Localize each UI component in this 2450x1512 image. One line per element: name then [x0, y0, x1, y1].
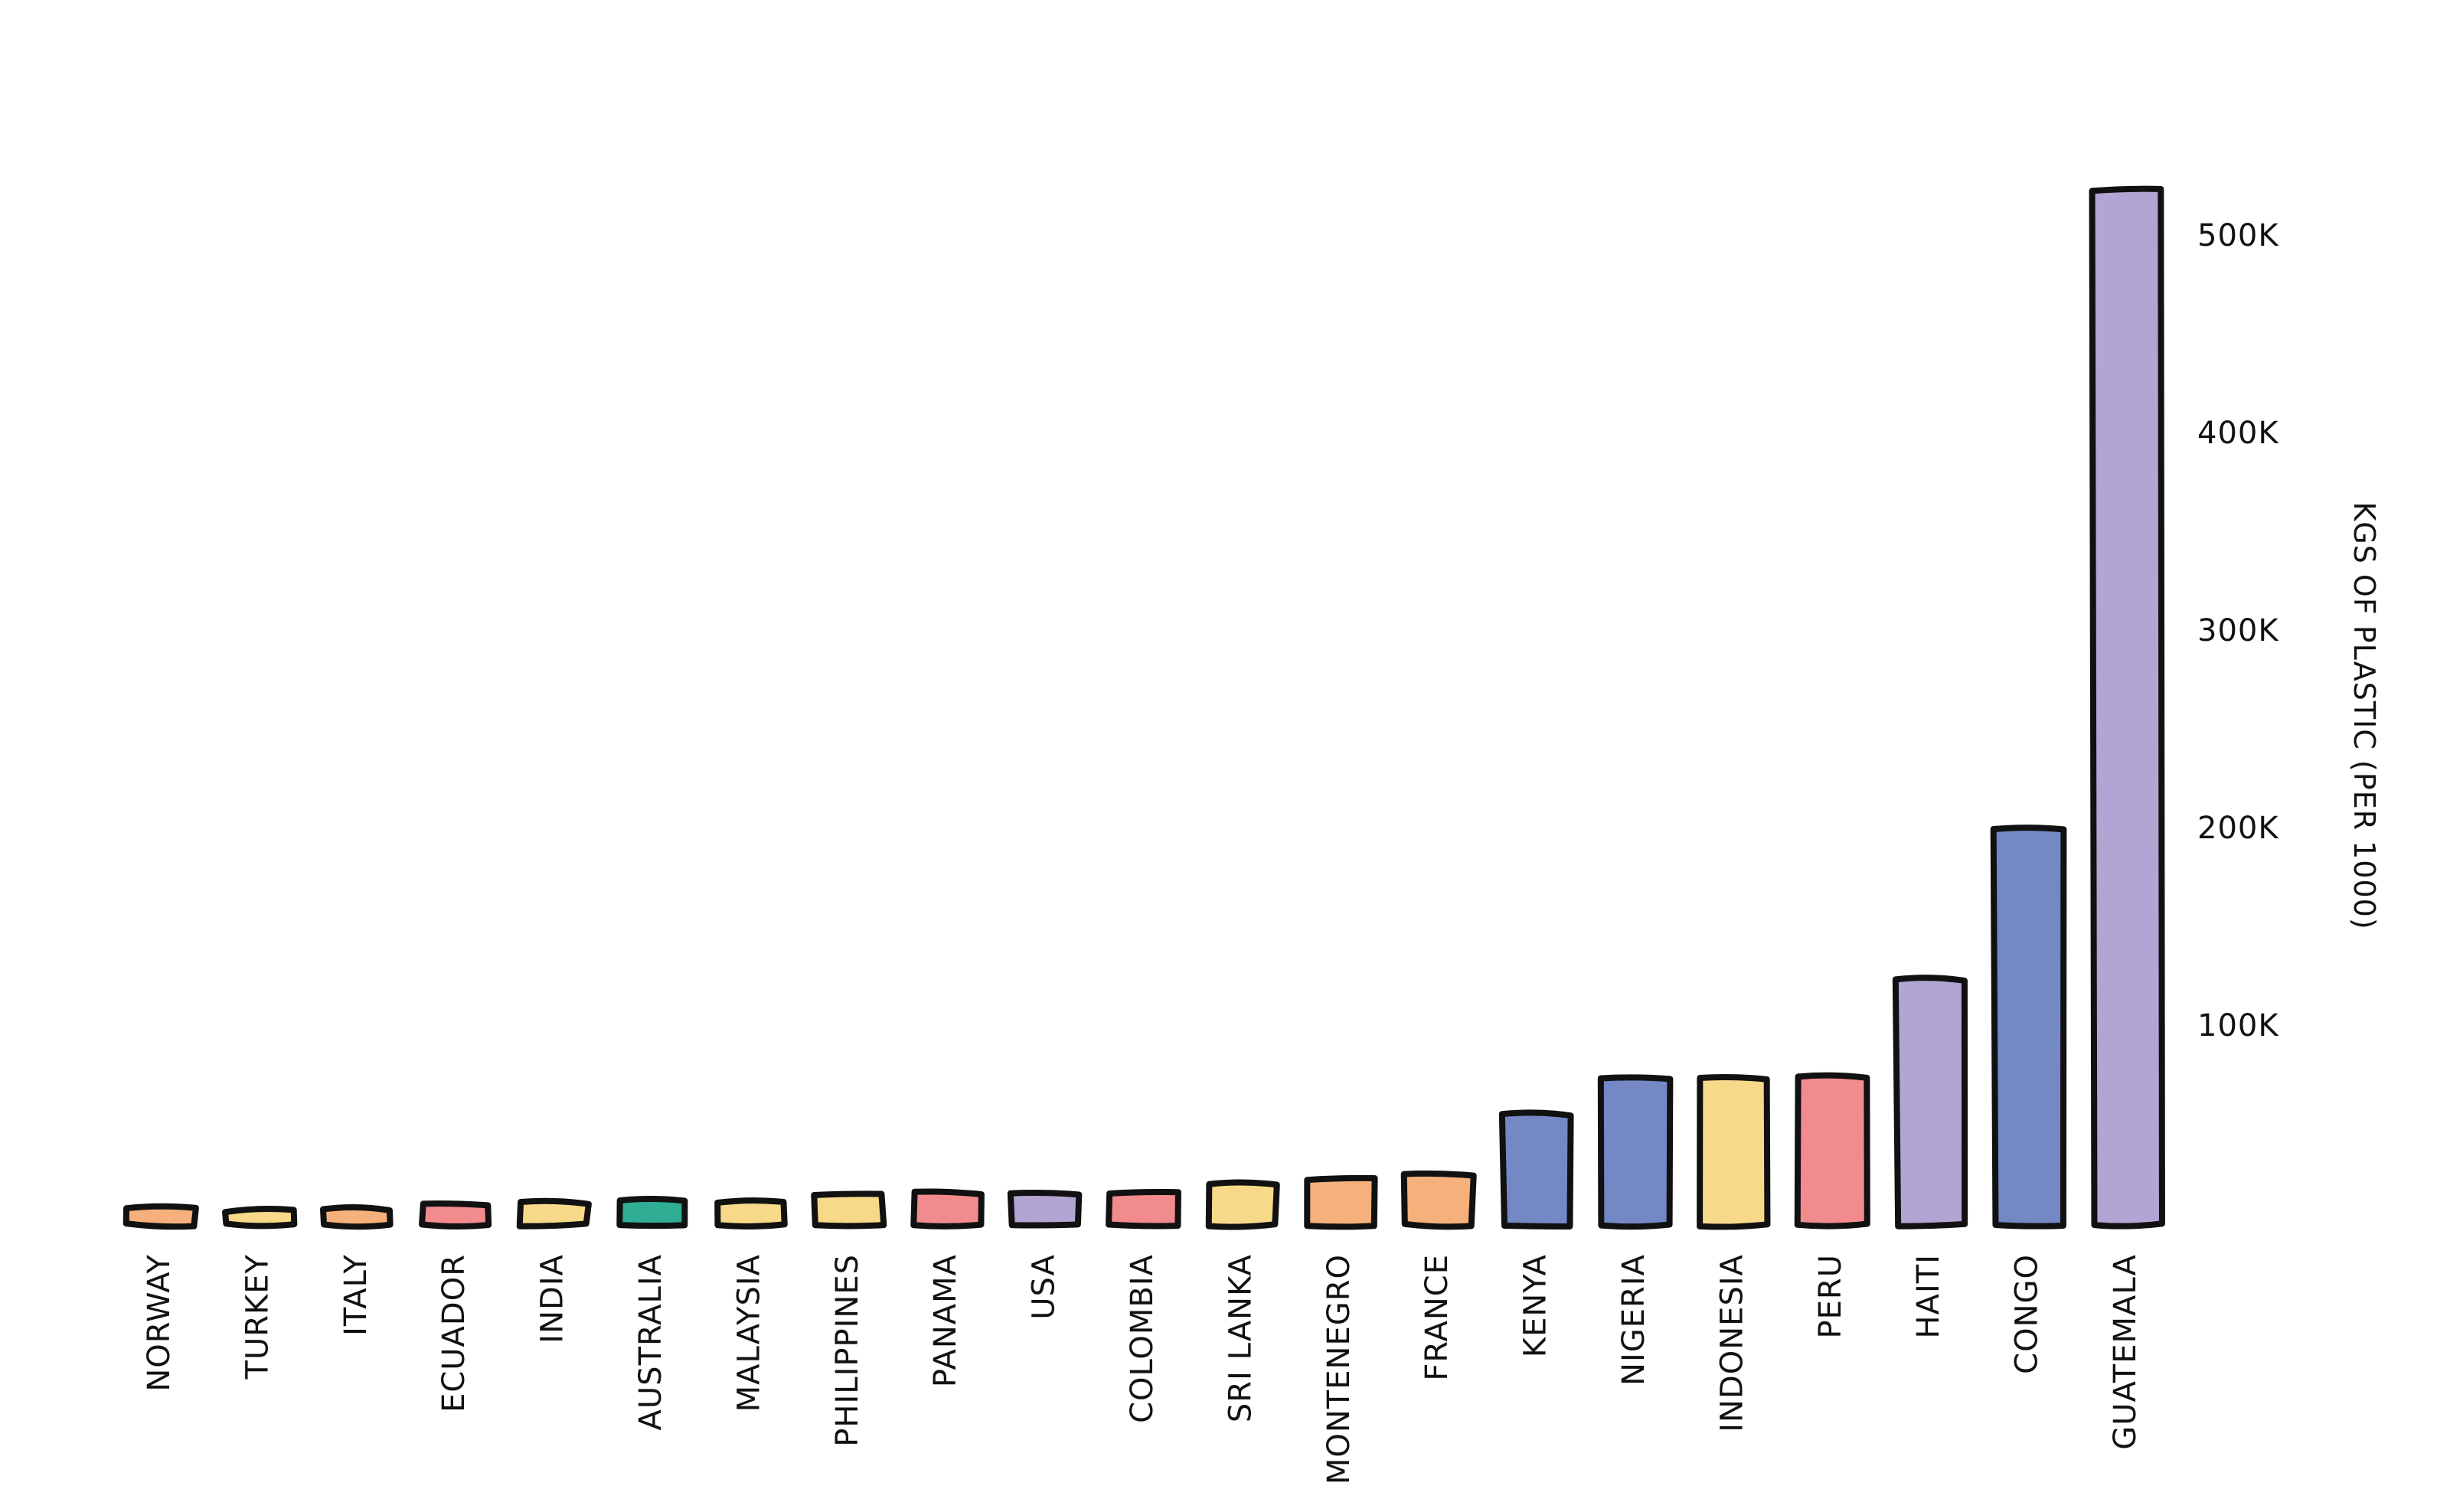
- bar-france: [1400, 1170, 1477, 1230]
- y-tick-label-200k: 200K: [2197, 811, 2279, 846]
- x-tick-label-philippines: PHILIPPINES: [830, 1254, 865, 1447]
- bar-philippines: [811, 1190, 887, 1230]
- bars-layer: [122, 185, 2165, 1230]
- x-tick-label-congo: CONGO: [2010, 1254, 2045, 1374]
- x-tick-label-montenegro: MONTENEGRO: [1321, 1254, 1357, 1484]
- bar-malaysia: [714, 1197, 788, 1230]
- x-tick-label-italy: ITALY: [338, 1254, 374, 1336]
- bar-panama: [910, 1188, 985, 1230]
- bar-italy: [319, 1204, 394, 1230]
- x-tick-label-kenya: KENYA: [1518, 1254, 1553, 1357]
- bar-india: [516, 1197, 592, 1230]
- bar-peru: [1794, 1072, 1870, 1230]
- x-tick-label-sri-lanka: SRI LANKA: [1223, 1254, 1258, 1422]
- x-tick-label-indonesia: INDONESIA: [1714, 1254, 1749, 1432]
- bar-usa: [1007, 1189, 1083, 1229]
- y-tick-label-300k: 300K: [2197, 613, 2279, 648]
- bar-guatemala: [2089, 185, 2165, 1230]
- y-tick-label-400k: 400K: [2197, 416, 2279, 451]
- x-tick-label-colombia: COLOMBIA: [1125, 1254, 1160, 1423]
- x-tick-label-turkey: TURKEY: [240, 1254, 275, 1380]
- y-axis-ticks: 100K 200K 300K 400K 500K: [2197, 218, 2279, 1043]
- bar-norway: [122, 1203, 199, 1230]
- x-axis-labels: NORWAY TURKEY ITALY ECUADOR INDIA AUSTRALIA MA…: [142, 1254, 2143, 1484]
- y-tick-label-500k: 500K: [2197, 218, 2279, 253]
- y-tick-label-100k: 100K: [2197, 1008, 2279, 1043]
- bar-nigeria: [1597, 1074, 1674, 1230]
- bar-turkey: [222, 1206, 298, 1230]
- bar-montenegro: [1304, 1174, 1378, 1230]
- x-tick-label-peru: PERU: [1813, 1254, 1848, 1338]
- x-tick-label-panama: PANAMA: [928, 1254, 963, 1387]
- bar-ecuador: [419, 1200, 492, 1230]
- x-tick-label-haiti: HAITI: [1911, 1254, 1946, 1338]
- bar-kenya: [1498, 1109, 1574, 1230]
- x-tick-label-guatemala: GUATEMALA: [2108, 1254, 2143, 1450]
- x-tick-label-usa: USA: [1027, 1254, 1062, 1320]
- x-tick-label-nigeria: NIGERIA: [1616, 1254, 1651, 1386]
- bar-congo: [1990, 825, 2067, 1230]
- bar-sri-lanka: [1205, 1179, 1280, 1230]
- bar-colombia: [1106, 1189, 1181, 1230]
- x-tick-label-ecuador: ECUADOR: [436, 1254, 472, 1412]
- bar-haiti: [1892, 975, 1968, 1230]
- x-tick-label-india: INDIA: [535, 1254, 570, 1344]
- y-axis-title: KGS OF PLASTIC (PER 1000): [2347, 501, 2381, 929]
- x-tick-label-australia: AUSTRALIA: [633, 1254, 668, 1430]
- x-tick-label-malaysia: MALAYSIA: [731, 1254, 766, 1412]
- x-tick-label-norway: NORWAY: [142, 1254, 177, 1392]
- bar-australia: [616, 1196, 688, 1230]
- x-tick-label-france: FRANCE: [1419, 1254, 1455, 1381]
- bar-indonesia: [1697, 1073, 1771, 1230]
